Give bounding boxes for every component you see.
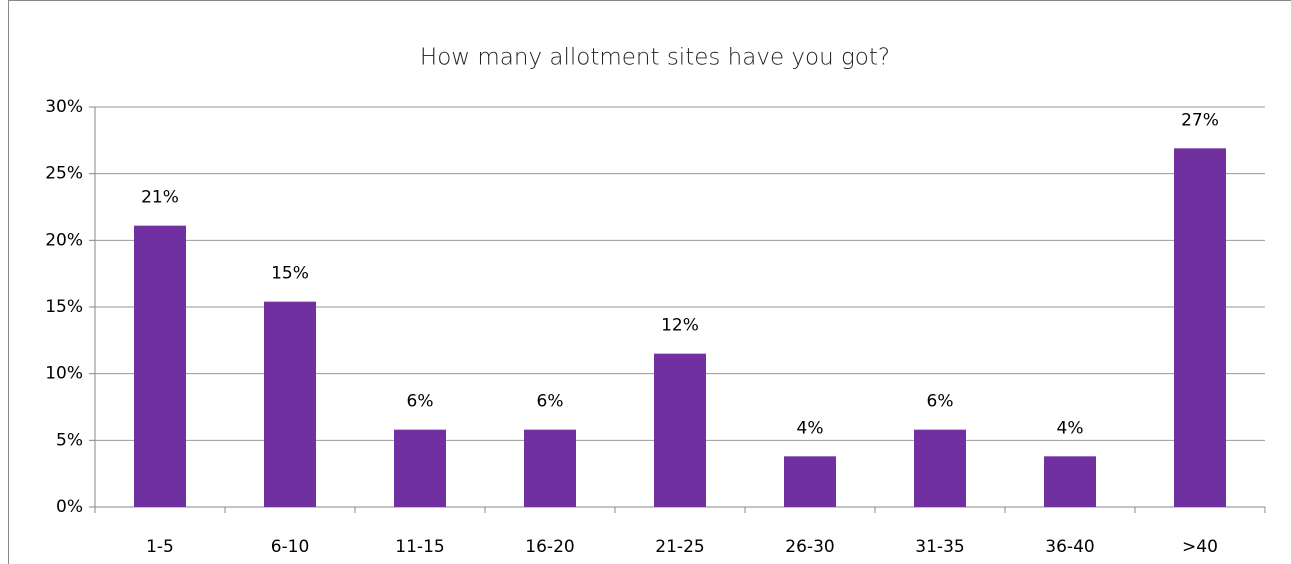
y-tick-label: 10% bbox=[45, 364, 83, 384]
bar bbox=[914, 429, 966, 507]
bar bbox=[1174, 148, 1226, 508]
x-tick-label: 26-30 bbox=[785, 537, 834, 557]
y-tick-label: 5% bbox=[56, 430, 83, 450]
chart-border bbox=[8, 0, 1291, 564]
y-tick-label: 20% bbox=[45, 230, 83, 250]
y-tick-label: 0% bbox=[56, 497, 83, 517]
bar bbox=[524, 429, 576, 507]
bar bbox=[654, 353, 706, 507]
data-label: 21% bbox=[141, 188, 179, 208]
data-label: 12% bbox=[661, 316, 699, 336]
chart-title: How many allotment sites have you got? bbox=[420, 45, 890, 71]
data-label: 6% bbox=[537, 392, 564, 412]
y-tick-label: 25% bbox=[45, 164, 83, 184]
x-tick-label: 36-40 bbox=[1045, 537, 1094, 557]
bar bbox=[1044, 456, 1096, 507]
y-tick-label: 15% bbox=[45, 297, 83, 317]
bar bbox=[264, 301, 316, 507]
data-label: 4% bbox=[1057, 418, 1084, 438]
bar bbox=[784, 456, 836, 507]
data-label: 27% bbox=[1181, 110, 1219, 130]
data-label: 6% bbox=[927, 392, 954, 412]
x-tick-label: 11-15 bbox=[395, 537, 444, 557]
x-tick-label: >40 bbox=[1182, 537, 1218, 557]
data-label: 6% bbox=[407, 392, 434, 412]
x-tick-label: 16-20 bbox=[525, 537, 574, 557]
data-label: 15% bbox=[271, 264, 309, 284]
x-tick-label: 1-5 bbox=[146, 537, 174, 557]
bar bbox=[134, 225, 186, 507]
data-label: 4% bbox=[797, 418, 824, 438]
x-tick-label: 21-25 bbox=[655, 537, 704, 557]
x-tick-label: 6-10 bbox=[271, 537, 310, 557]
x-tick-label: 31-35 bbox=[915, 537, 964, 557]
y-tick-label: 30% bbox=[45, 97, 83, 117]
bar bbox=[394, 429, 446, 507]
